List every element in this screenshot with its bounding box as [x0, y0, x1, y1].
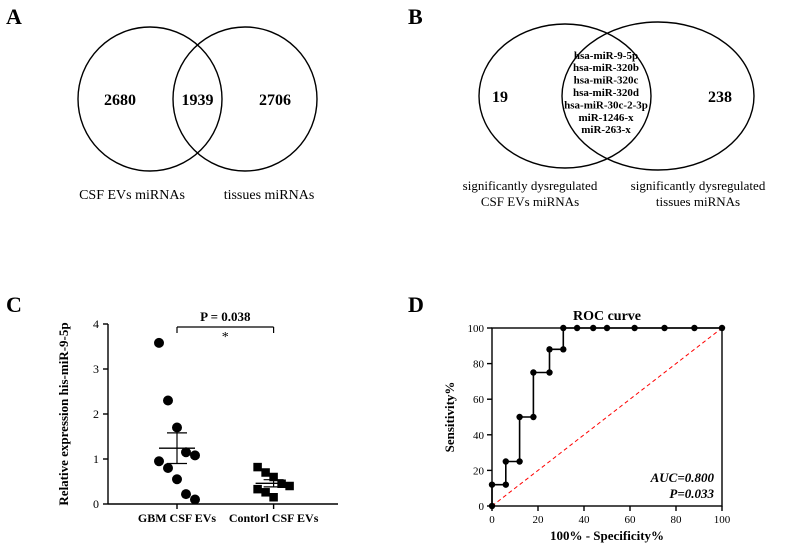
sig-p-value: P = 0.038	[200, 309, 251, 324]
panel-label-b: B	[408, 4, 423, 30]
panel-label-c: C	[6, 292, 22, 318]
y-tick-label: 40	[473, 430, 485, 442]
venn-overlap-item: hsa-miR-9-5p	[574, 50, 638, 62]
venn-right-label-1: significantly dysregulated	[631, 178, 766, 193]
x-tick-label: 0	[489, 514, 495, 526]
roc-point	[604, 325, 610, 331]
y-tick-label: 0	[93, 497, 99, 511]
venn-overlap-value: 1939	[182, 92, 214, 109]
venn-left-value: 2680	[104, 92, 136, 109]
y-tick-label: 2	[93, 407, 99, 421]
y-tick-label: 4	[93, 317, 99, 331]
roc-point	[503, 458, 509, 464]
y-axis-label: Relative expression his-miR-9-5p	[56, 322, 71, 505]
data-point	[181, 489, 191, 499]
venn-right-value: 2706	[259, 92, 291, 109]
data-point	[253, 485, 262, 494]
y-tick-label: 1	[93, 452, 99, 466]
panel-c-scatter: 0 1 2 3 4 Relative expression his-miR-9-5p GBM…	[40, 300, 370, 550]
roc-point	[560, 346, 566, 352]
venn-overlap-item: miR-1246-x	[579, 112, 634, 124]
roc-point	[546, 369, 552, 375]
roc-point	[489, 503, 495, 509]
sig-star: *	[222, 330, 229, 345]
data-point	[253, 463, 262, 472]
venn-left-value: 19	[492, 89, 508, 106]
venn-right-label-2: tissues miRNAs	[656, 194, 740, 209]
roc-point	[691, 325, 697, 331]
panel-b-venn: 19238hsa-miR-9-5phsa-miR-320bhsa-miR-320…	[430, 14, 790, 224]
y-tick-label: 20	[473, 465, 485, 477]
roc-point	[590, 325, 596, 331]
data-point	[269, 493, 278, 502]
y-tick-label: 3	[93, 362, 99, 376]
data-point	[172, 423, 182, 433]
roc-point	[560, 325, 566, 331]
x-tick-label: 60	[625, 514, 637, 526]
roc-point	[574, 325, 580, 331]
p-text: P=0.033	[669, 486, 714, 501]
chart-title: ROC curve	[573, 309, 641, 324]
data-point	[261, 488, 270, 497]
panel-d-roc: 0 20 40 60 80 100 0 20 40 60 80 100 ROC curve 100% - …	[430, 300, 780, 550]
venn-overlap-item: hsa-miR-320b	[573, 62, 639, 74]
data-point	[172, 474, 182, 484]
data-point	[261, 468, 270, 477]
data-point	[190, 450, 200, 460]
venn-left-label-1: significantly dysregulated	[463, 178, 598, 193]
roc-point	[631, 325, 637, 331]
panel-a-venn: 2680 1939 2706 CSF EVs miRNAs tissues miRNAs	[40, 14, 370, 224]
y-tick-label: 80	[473, 359, 485, 371]
venn-overlap-item: hsa-miR-320d	[573, 87, 639, 99]
data-point	[190, 495, 200, 505]
roc-point	[661, 325, 667, 331]
venn-overlap-item: hsa-miR-30c-2-3p	[564, 99, 648, 111]
roc-point	[719, 325, 725, 331]
venn-overlap-item: miR-263-x	[581, 124, 631, 136]
data-point	[154, 456, 164, 466]
roc-point	[489, 481, 495, 487]
data-point	[163, 396, 173, 406]
x-axis-label: 100% - Specificity%	[550, 528, 664, 543]
venn-right-value: 238	[708, 89, 732, 106]
y-axis-label: Sensitivity%	[442, 382, 457, 453]
venn-overlap-item: hsa-miR-320c	[574, 75, 639, 87]
roc-point	[546, 346, 552, 352]
panel-label-d: D	[408, 292, 424, 318]
roc-point	[516, 414, 522, 420]
x-tick-label: Contorl CSF EVs	[229, 511, 319, 525]
auc-text: AUC=0.800	[650, 470, 715, 485]
venn-right-label: tissues miRNAs	[224, 188, 315, 203]
venn-left-label-2: CSF EVs miRNAs	[481, 194, 579, 209]
y-tick-label: 100	[468, 323, 485, 335]
x-tick-label: GBM CSF EVs	[138, 511, 217, 525]
figure-root: A B C D 2680 1939 2706 CSF EVs miRNAs tissue…	[0, 0, 796, 557]
roc-point	[530, 414, 536, 420]
y-tick-label: 0	[479, 501, 485, 513]
x-tick-label: 80	[671, 514, 683, 526]
x-tick-label: 40	[579, 514, 591, 526]
x-tick-label: 20	[533, 514, 545, 526]
panel-label-a: A	[6, 4, 22, 30]
roc-point	[516, 458, 522, 464]
y-tick-label: 60	[473, 394, 485, 406]
data-point	[154, 338, 164, 348]
data-point	[163, 463, 173, 473]
roc-point	[503, 481, 509, 487]
roc-point	[530, 369, 536, 375]
venn-left-label: CSF EVs miRNAs	[79, 188, 185, 203]
x-tick-label: 100	[714, 514, 731, 526]
